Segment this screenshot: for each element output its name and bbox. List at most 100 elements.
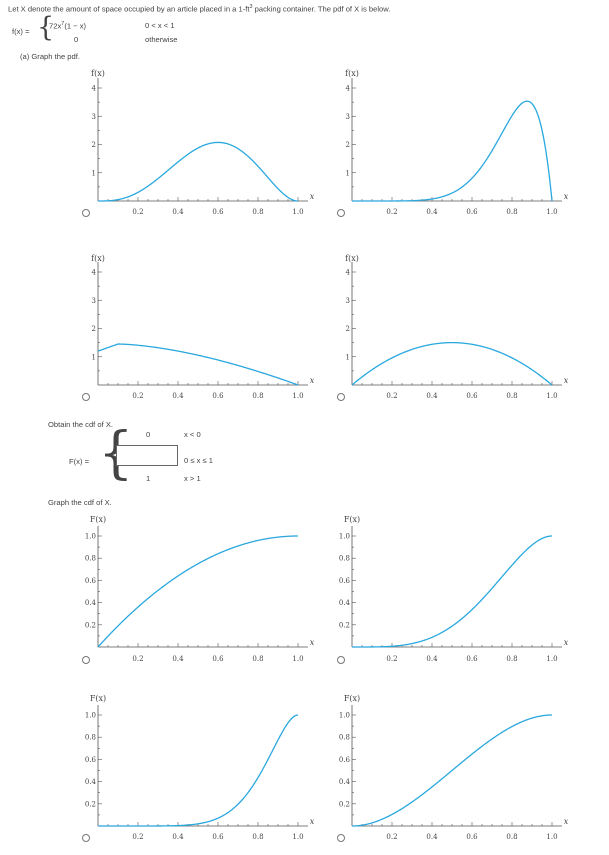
pdf-option-1-radio[interactable] bbox=[82, 209, 90, 217]
x-tick-label: 0.4 bbox=[172, 392, 184, 400]
pdf-case1-base: 72x bbox=[49, 21, 62, 31]
y-axis-label: F(x) bbox=[90, 694, 106, 703]
x-tick-label: 1.0 bbox=[546, 833, 557, 841]
x-axis-label: x bbox=[564, 376, 569, 385]
cdf-option-4-radio[interactable] bbox=[337, 834, 345, 842]
x-tick-label: 0.2 bbox=[132, 833, 143, 841]
y-tick-label: 3 bbox=[346, 113, 350, 121]
chart-cdf-option-3: 0.2 0.4 0.6 0.8 1.0 0.2 0.4 0.6 0.8 1.0 F(x) x bbox=[85, 694, 315, 841]
x-axis-label: x bbox=[310, 376, 315, 385]
x-tick-label: 0.4 bbox=[172, 833, 184, 841]
y-tick-label: 0.2 bbox=[85, 621, 96, 629]
y-tick-label: 3 bbox=[346, 297, 350, 305]
x-axis-label: x bbox=[310, 638, 315, 647]
series-line bbox=[352, 535, 553, 648]
y-tick-label: 1.0 bbox=[85, 533, 96, 541]
x-axis-label: x bbox=[564, 817, 569, 826]
pdf-case1-cond: 0 < x < 1 bbox=[145, 21, 175, 30]
series-line bbox=[98, 714, 299, 827]
y-tick-label: 2 bbox=[92, 325, 96, 333]
x-tick-label: 0.2 bbox=[386, 655, 397, 663]
y-tick-label: 1.0 bbox=[339, 712, 350, 720]
pdf-option-2-radio[interactable] bbox=[337, 209, 345, 217]
y-tick-label: 0.8 bbox=[85, 555, 96, 563]
cdf-case3-val: 1 bbox=[146, 474, 151, 483]
x-axis-label: x bbox=[310, 817, 315, 826]
x-tick-label: 0.2 bbox=[132, 392, 143, 400]
pdf-option-3-radio[interactable] bbox=[82, 393, 90, 401]
x-tick-label: 0.8 bbox=[252, 833, 263, 841]
x-tick-label: 0.4 bbox=[172, 655, 184, 663]
chart-pdf-option-2: 0.2 0.4 0.6 0.8 1.0 1 2 3 4 f(x) x bbox=[345, 69, 569, 216]
cdf-case2-cond: 0 ≤ x ≤ 1 bbox=[184, 456, 214, 465]
x-tick-label: 0.8 bbox=[252, 208, 263, 216]
y-tick-label: 0.6 bbox=[339, 756, 351, 764]
x-tick-label: 0.6 bbox=[212, 392, 224, 400]
x-tick-label: 0.4 bbox=[426, 208, 438, 216]
part-a-label: (a) Graph the pdf. bbox=[20, 52, 80, 61]
x-tick-label: 0.2 bbox=[132, 655, 143, 663]
y-axis-label: f(x) bbox=[91, 254, 105, 263]
x-tick-label: 0.2 bbox=[132, 208, 143, 216]
x-tick-label: 0.2 bbox=[386, 208, 397, 216]
x-axis-label: x bbox=[564, 638, 569, 647]
y-tick-label: 1.0 bbox=[339, 533, 350, 541]
series-line bbox=[351, 341, 553, 386]
y-tick-label: 3 bbox=[92, 113, 96, 121]
cdf-case3-cond: x > 1 bbox=[184, 474, 201, 483]
y-tick-label: 1.0 bbox=[85, 712, 96, 720]
y-tick-label: 4 bbox=[346, 85, 351, 93]
pdf-case1: 72x7(1 − x) bbox=[49, 21, 86, 31]
chart-cdf-option-1: 0.2 0.4 0.6 0.8 1.0 0.2 0.4 0.6 0.8 1.0 F(x) x bbox=[85, 515, 315, 663]
y-tick-label: 0.8 bbox=[339, 734, 350, 742]
y-tick-label: 0.6 bbox=[85, 756, 97, 764]
cdf-option-3-radio[interactable] bbox=[82, 834, 90, 842]
x-axis-label: x bbox=[310, 192, 315, 201]
y-tick-label: 3 bbox=[92, 297, 96, 305]
graph-cdf-label: Graph the cdf of X. bbox=[48, 498, 112, 507]
pdf-brace: { bbox=[37, 12, 55, 43]
x-tick-label: 0.4 bbox=[426, 392, 438, 400]
y-tick-label: 0.2 bbox=[85, 800, 96, 808]
chart-pdf-option-1: 0.2 0.4 0.6 0.8 1.0 1 2 3 4 f(x) x bbox=[91, 69, 315, 216]
x-tick-label: 0.6 bbox=[466, 655, 478, 663]
y-tick-label: 0.4 bbox=[339, 778, 351, 786]
x-tick-label: 1.0 bbox=[546, 655, 557, 663]
y-tick-label: 0.4 bbox=[339, 599, 351, 607]
x-tick-label: 0.2 bbox=[386, 833, 397, 841]
x-tick-label: 0.8 bbox=[506, 208, 517, 216]
x-tick-label: 0.8 bbox=[506, 655, 517, 663]
x-axis-label: x bbox=[564, 192, 569, 201]
y-tick-label: 0.2 bbox=[339, 621, 350, 629]
x-tick-label: 1.0 bbox=[546, 392, 557, 400]
y-tick-label: 4 bbox=[92, 269, 97, 277]
intro-text: Let X denote the amount of space occupie… bbox=[8, 4, 250, 14]
x-tick-label: 0.6 bbox=[212, 208, 224, 216]
pdf-case2-cond: otherwise bbox=[145, 35, 178, 44]
cdf-case1-val: 0 bbox=[146, 430, 151, 439]
chart-pdf-option-3: 0.2 0.4 0.6 0.8 1.0 1 2 3 4 f(x) x bbox=[91, 254, 315, 400]
y-tick-label: 0.6 bbox=[339, 577, 351, 585]
x-tick-label: 0.8 bbox=[252, 392, 263, 400]
x-tick-label: 0.6 bbox=[212, 655, 224, 663]
y-tick-label: 1 bbox=[346, 169, 350, 177]
series-line bbox=[351, 714, 553, 827]
y-tick-label: 4 bbox=[346, 269, 351, 277]
y-tick-label: 0.2 bbox=[339, 800, 350, 808]
cdf-option-2-radio[interactable] bbox=[337, 656, 345, 664]
cdf-answer-input[interactable] bbox=[116, 445, 178, 466]
intro-tail: packing container. The pdf of X is below… bbox=[252, 4, 391, 14]
x-tick-label: 1.0 bbox=[546, 208, 557, 216]
cdf-case1-cond: x < 0 bbox=[184, 430, 201, 439]
y-tick-label: 2 bbox=[92, 141, 96, 149]
y-axis-label: f(x) bbox=[91, 69, 105, 78]
y-axis-label: F(x) bbox=[344, 515, 360, 524]
y-tick-label: 2 bbox=[346, 141, 350, 149]
cdf-option-1-radio[interactable] bbox=[82, 656, 90, 664]
series-line bbox=[98, 141, 299, 202]
x-tick-label: 0.4 bbox=[426, 655, 438, 663]
pdf-option-4-radio[interactable] bbox=[337, 393, 345, 401]
series-line bbox=[352, 100, 553, 202]
chart-pdf-option-4: 0.2 0.4 0.6 0.8 1.0 1 2 3 4 f(x) x bbox=[345, 254, 569, 400]
